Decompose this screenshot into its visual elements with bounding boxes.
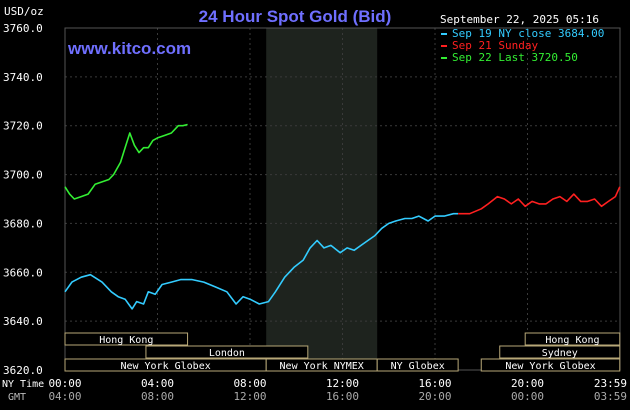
series-line-2 (64, 123, 188, 200)
x-tick-label-ny: 20:00 (511, 377, 544, 390)
ny-time-label: NY Time (2, 379, 44, 390)
x-tick-label-ny: 00:00 (48, 377, 81, 390)
x-tick-label-gmt: 16:00 (326, 390, 359, 403)
session-label: New York Globex (505, 361, 595, 372)
session-label: Hong Kong (99, 335, 153, 346)
series-line-1 (458, 186, 621, 215)
price-series (64, 123, 621, 310)
session-bar (480, 358, 621, 372)
gmt-label: GMT (8, 392, 26, 403)
session-bar (524, 332, 621, 346)
session-label: London (209, 348, 245, 359)
market-sessions: Hong Kong London New York Globex New York N… (64, 332, 621, 372)
y-tick-label: 3760.0 (3, 22, 43, 35)
timestamp: September 22, 2025 05:16 (440, 13, 599, 26)
x-axis-labels: 00:00 04:00 08:00 12:00 16:00 20:00 23:5904:00… (48, 377, 627, 403)
x-tick-label-ny: 12:00 (326, 377, 359, 390)
y-tick-label: 3720.0 (3, 120, 43, 133)
session-bar (145, 345, 309, 359)
x-tick-label-ny: 23:59 (594, 377, 627, 390)
session-bar (499, 345, 621, 359)
unit-label: USD/oz (4, 5, 44, 18)
y-axis-labels: 3620.0 3640.0 3660.0 3680.0 3700.0 3720.0 3740… (3, 22, 43, 377)
session-label: New York Globex (120, 361, 210, 372)
x-tick-label-gmt: 08:00 (141, 390, 174, 403)
x-tick-label-gmt: 03:59 (594, 390, 627, 403)
y-tick-label: 3640.0 (3, 315, 43, 328)
x-tick-label-gmt: 00:00 (511, 390, 544, 403)
x-tick-label-gmt: 20:00 (418, 390, 451, 403)
x-tick-label-ny: 04:00 (141, 377, 174, 390)
session-label: New York NYMEX (280, 361, 364, 372)
y-tick-label: 3620.0 (3, 364, 43, 377)
nymex-shaded-region (266, 28, 378, 370)
kitco-watermark: www.kitco.com (67, 39, 191, 58)
x-tick-label-ny: 16:00 (418, 377, 451, 390)
series-line-0 (64, 212, 459, 310)
y-tick-label: 3660.0 (3, 266, 43, 279)
x-tick-label-gmt: 12:00 (233, 390, 266, 403)
y-tick-label: 3740.0 (3, 71, 43, 84)
grid-lines (64, 27, 621, 371)
session-label: Sydney (542, 348, 578, 359)
session-label: Hong Kong (545, 335, 599, 346)
legend-entry: Sep 21 Sunday (452, 39, 538, 52)
x-tick-label-gmt: 04:00 (48, 390, 81, 403)
legend-entry: Sep 19 NY close 3684.00 (452, 27, 604, 40)
legend-entry: Sep 22 Last 3720.50 (452, 51, 578, 64)
x-tick-label-ny: 08:00 (233, 377, 266, 390)
y-tick-label: 3680.0 (3, 217, 43, 230)
y-tick-label: 3700.0 (3, 169, 43, 182)
chart-title: 24 Hour Spot Gold (Bid) (199, 7, 392, 26)
session-bar (64, 332, 189, 346)
session-label: NY Globex (391, 361, 445, 372)
session-bar (376, 358, 459, 372)
